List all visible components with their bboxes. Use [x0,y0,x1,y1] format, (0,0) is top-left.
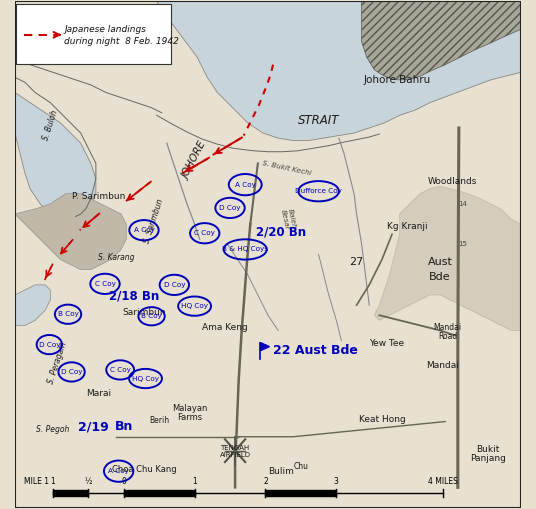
Text: Keat Hong: Keat Hong [359,414,405,423]
Text: C Coy: C Coy [94,281,115,287]
Text: AIRFIELD: AIRFIELD [220,453,251,459]
Text: Aust: Aust [428,257,452,267]
Text: S. Bukit Kechi: S. Bukit Kechi [262,160,312,177]
Text: B Coy: B Coy [57,311,78,317]
Text: Berih: Berih [149,416,169,425]
Text: A Coy: A Coy [108,468,129,474]
Text: Malayan: Malayan [172,404,207,413]
Text: Marai: Marai [86,389,111,398]
Text: Kg Kranji: Kg Kranji [387,222,428,231]
Text: STRAIT: STRAIT [298,114,339,127]
Text: S. Buloh: S. Buloh [41,109,59,142]
Text: 15: 15 [458,241,467,247]
Text: Chu: Chu [293,462,308,471]
Text: Ama Keng: Ama Keng [202,323,248,332]
Text: ½: ½ [85,477,92,486]
Text: A Coy: A Coy [235,182,256,188]
Text: A Coy: A Coy [133,227,154,233]
Text: C Coy: C Coy [110,367,131,373]
Text: 3: 3 [334,477,339,486]
Text: Choa Chu Kang: Choa Chu Kang [111,465,176,474]
Text: MILE 1: MILE 1 [24,477,49,486]
Text: 22 Aust Bde: 22 Aust Bde [273,344,358,357]
Polygon shape [15,194,126,270]
Text: HQ Coy: HQ Coy [181,303,208,309]
Text: JOHORE: JOHORE [181,140,209,181]
Text: Mandai: Mandai [426,361,459,371]
Text: 4 MILES: 4 MILES [428,477,458,486]
Text: C Coy: C Coy [194,230,215,236]
Text: 1: 1 [50,477,55,486]
Text: 2/18 Bn: 2/18 Bn [109,290,159,302]
Text: P. Sarimbun: P. Sarimbun [72,192,125,201]
Text: Bde: Bde [429,272,451,282]
Text: 2: 2 [263,477,268,486]
Text: Farms: Farms [177,413,202,422]
Text: Road: Road [438,332,457,341]
Text: B & HQ Coys: B & HQ Coys [222,246,268,252]
Text: 2/19: 2/19 [78,420,109,433]
Text: 2/20 Bn: 2/20 Bn [256,225,306,238]
Polygon shape [362,2,521,80]
Polygon shape [15,285,50,325]
Polygon shape [260,343,270,351]
Text: 1: 1 [192,477,197,486]
Text: Panjang: Panjang [470,454,506,463]
Text: during night  8 Feb. 1942: during night 8 Feb. 1942 [64,37,180,46]
Text: 27: 27 [349,257,364,267]
Text: Sarimbun: Sarimbun [122,308,166,317]
Polygon shape [15,93,96,219]
Text: Mandai: Mandai [434,323,462,332]
Text: S. Sarimbun: S. Sarimbun [143,198,166,245]
Text: 14: 14 [458,201,467,207]
Text: S. Peragam: S. Peragam [47,341,69,385]
Text: D Coy: D Coy [163,282,185,288]
Text: HQ Coy: HQ Coy [132,376,159,382]
Text: D Coy: D Coy [219,205,241,211]
Text: Baleh
Besar: Baleh Besar [280,208,297,231]
Text: D Coy: D Coy [61,369,83,375]
Text: S. Pegoh: S. Pegoh [36,425,70,434]
Text: Yew Tee: Yew Tee [369,338,405,348]
Text: S. Karang: S. Karang [98,252,135,262]
FancyBboxPatch shape [17,4,171,64]
Text: Bulim: Bulim [267,467,294,476]
Polygon shape [374,186,521,330]
Text: Japanese landings: Japanese landings [64,25,146,34]
Text: Johore Bahru: Johore Bahru [363,75,431,85]
Text: Dufforce Coy: Dufforce Coy [295,188,342,194]
Text: Bn: Bn [115,420,133,433]
Text: B Coy: B Coy [141,313,162,319]
Text: Woodlands: Woodlands [428,177,478,186]
Text: D Coy: D Coy [39,342,60,348]
Text: TENGAH: TENGAH [220,445,250,451]
Polygon shape [157,2,521,140]
Text: 0: 0 [121,477,126,486]
Text: Bukit: Bukit [477,445,500,454]
